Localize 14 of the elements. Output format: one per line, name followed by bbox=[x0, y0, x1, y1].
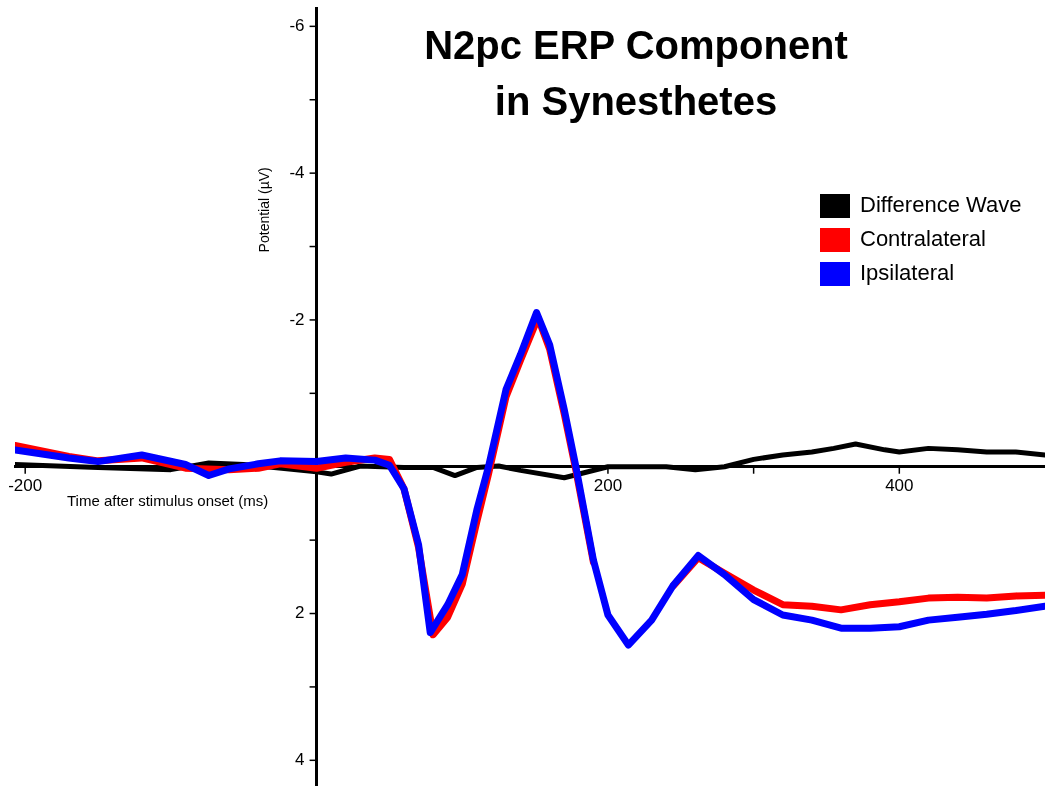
y-tick-label: 4 bbox=[295, 750, 305, 769]
y-tick-label: -4 bbox=[289, 162, 305, 182]
y-axis-title: Potential (µV) bbox=[255, 167, 272, 253]
y-tick-label: -2 bbox=[289, 309, 305, 329]
x-tick-label: 400 bbox=[885, 475, 914, 495]
x-axis-title: Time after stimulus onset (ms) bbox=[67, 491, 269, 509]
y-tick-label: 2 bbox=[295, 603, 305, 623]
legend-label: Ipsilateral bbox=[860, 260, 955, 286]
x-tick-label: 200 bbox=[593, 475, 623, 495]
text: N2pc ERP Component in Synesthetes bbox=[424, 23, 848, 124]
legend-label: Difference Wave bbox=[860, 192, 1022, 218]
legend-label: Contralateral bbox=[860, 226, 986, 252]
y-tick-label: -6 bbox=[289, 16, 305, 36]
x-tick-label: -200 bbox=[8, 475, 43, 495]
